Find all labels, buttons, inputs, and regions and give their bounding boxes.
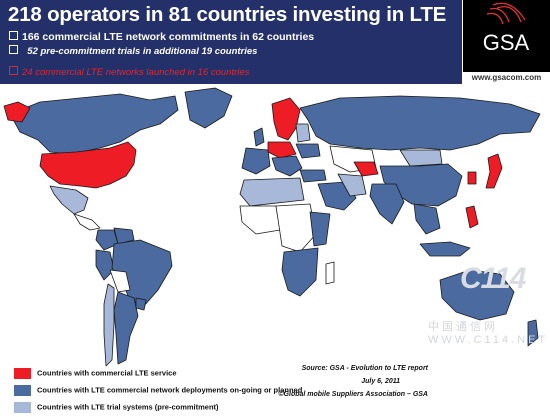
bullet-commitments: 166 commercial LTE network commitments i…	[9, 31, 314, 43]
legend-swatch-trial	[14, 402, 31, 413]
country-philippines	[465, 205, 479, 229]
country-west-africa	[239, 205, 281, 235]
bullet-launched-text: 24 commercial LTE networks launched in 1…	[22, 67, 250, 78]
country-japan	[485, 153, 503, 189]
country-southern-africa	[281, 247, 319, 297]
gsa-logo-text: GSA	[483, 30, 530, 55]
bullet-trials: 52 pre-commitment trials in additional 1…	[9, 45, 257, 57]
checkbox-icon	[9, 45, 18, 54]
legend-commercial: Countries with commercial LTE service	[14, 368, 177, 379]
country-italy-balkans	[271, 155, 303, 177]
country-ukraine	[295, 143, 321, 159]
watermark-subtext: 中国通信网 WWW.C114.NET	[428, 318, 550, 346]
country-usa	[39, 141, 137, 189]
country-peru	[95, 249, 115, 281]
country-baltic-belarus	[295, 123, 311, 143]
country-madagascar	[325, 261, 335, 285]
watermark-cn: 中国通信网	[428, 321, 498, 333]
country-germany-poland	[267, 141, 297, 159]
bullet-trials-text: 52 pre-commitment trials in additional 1…	[27, 46, 258, 57]
country-canada	[9, 93, 179, 155]
legend-trial: Countries with LTE trial systems (pre-co…	[14, 402, 219, 413]
country-uruguay	[135, 297, 147, 311]
country-argentina	[113, 291, 139, 365]
country-alaska	[3, 101, 31, 123]
source-copyright: ©Global mobile Suppliers Association – G…	[278, 391, 428, 398]
bullet-commitments-text: 166 commercial LTE network commitments i…	[22, 31, 315, 43]
country-turkey	[299, 169, 327, 183]
country-norway-sweden-finland	[271, 97, 301, 141]
source-line: Source: GSA - Evolution to LTE report	[301, 365, 428, 372]
country-mexico	[49, 185, 89, 215]
checkbox-icon	[9, 66, 18, 75]
legend-label-committed: Countries with LTE commercial network de…	[37, 385, 303, 395]
country-uzbekistan	[353, 161, 379, 177]
source-date: July 6, 2011	[361, 378, 400, 385]
country-greenland	[184, 87, 233, 129]
country-central-africa	[275, 203, 317, 253]
country-venezuela	[113, 227, 135, 245]
country-france-spain	[241, 147, 271, 175]
country-southeast-asia	[413, 203, 441, 235]
country-bolivia	[109, 269, 131, 293]
legend-swatch-committed	[14, 385, 31, 396]
country-russia	[299, 95, 541, 151]
country-australia	[439, 269, 515, 321]
legend-label-commercial: Countries with commercial LTE service	[37, 368, 177, 378]
country-indonesia	[419, 241, 471, 257]
watermark-logo: C114	[460, 262, 526, 295]
page-title: 218 operators in 81 countries investing …	[8, 3, 447, 26]
country-uk	[253, 127, 265, 147]
country-central-america	[73, 213, 101, 231]
country-iran	[337, 173, 367, 197]
legend-swatch-commercial	[14, 368, 31, 379]
gsa-logo-icon: GSA	[483, 2, 530, 55]
gsa-logo: GSA	[463, 0, 550, 72]
country-mongolia	[399, 149, 443, 167]
legend-label-trial: Countries with LTE trial systems (pre-co…	[37, 402, 219, 412]
header-banner: 218 operators in 81 countries investing …	[0, 0, 462, 84]
bullet-launched: 24 commercial LTE networks launched in 1…	[9, 66, 249, 78]
country-chile	[103, 283, 115, 367]
gsa-url: www.gsacom.com	[463, 72, 550, 84]
checkbox-icon	[9, 31, 18, 40]
country-north-africa	[239, 177, 305, 207]
country-east-africa	[309, 211, 331, 247]
watermark-url: WWW.C114.NET	[428, 334, 549, 346]
country-india	[369, 183, 405, 225]
country-korea	[467, 171, 477, 185]
country-new-zealand	[527, 319, 539, 347]
country-colombia	[95, 229, 119, 251]
legend-committed: Countries with LTE commercial network de…	[14, 385, 302, 396]
world-map	[3, 87, 541, 367]
